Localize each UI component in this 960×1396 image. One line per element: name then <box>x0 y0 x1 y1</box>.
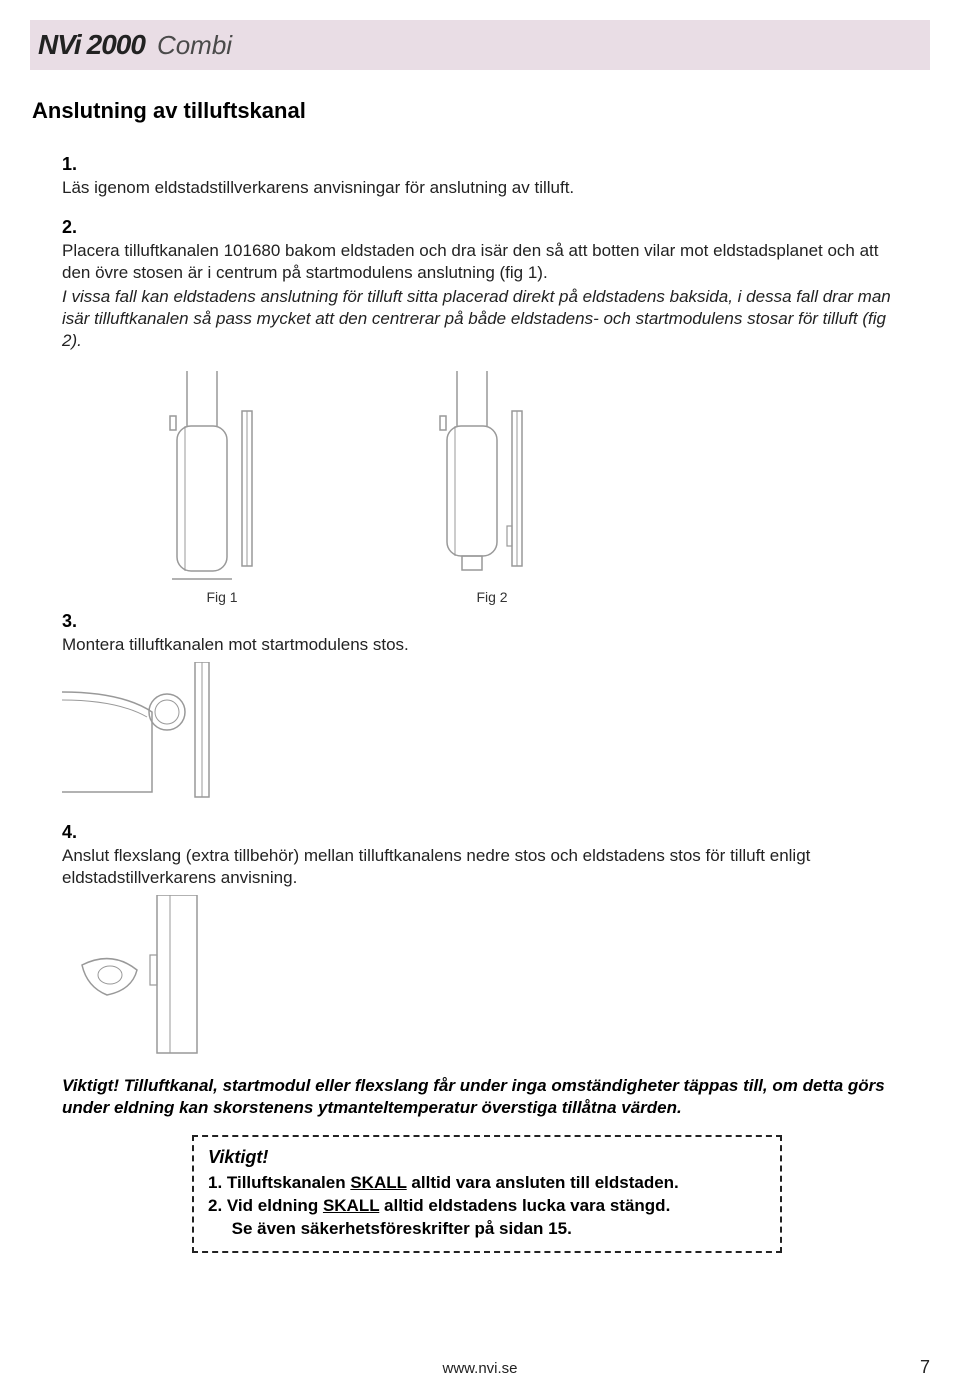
section-3-num: 3. <box>62 611 910 632</box>
box-item-2-post: alltid eldstadens lucka vara stängd. <box>379 1196 670 1215</box>
section-1-num: 1. <box>62 154 910 175</box>
important-box: Viktigt! 1. Tilluftskanalen SKALL alltid… <box>192 1135 782 1253</box>
fig1-svg <box>152 371 292 581</box>
box-item-1-post: alltid vara ansluten till eldstaden. <box>407 1173 679 1192</box>
box-item-1-skall: SKALL <box>350 1173 406 1192</box>
figure-3 <box>62 662 910 802</box>
logo-combi: Combi <box>157 30 232 61</box>
fig4-svg <box>62 895 232 1055</box>
logo: NVi 2000 Combi <box>38 29 232 61</box>
content-area: 1. Läs igenom eldstadstillverkarens anvi… <box>30 154 930 1253</box>
figure-4 <box>62 895 910 1055</box>
fig2-caption: Fig 2 <box>422 589 562 605</box>
box-item-2: 2. Vid eldning SKALL alltid eldstadens l… <box>208 1195 766 1218</box>
fig2-svg <box>422 371 562 581</box>
important-warning: Viktigt! Tilluftkanal, startmodul eller … <box>62 1075 910 1119</box>
fig3-svg <box>62 662 232 802</box>
box-item-2-skall: SKALL <box>323 1196 379 1215</box>
figure-2: Fig 2 <box>422 371 562 605</box>
figure-1: Fig 1 <box>152 371 292 605</box>
footer: www.nvi.se <box>0 1360 960 1378</box>
box-item-1-pre: 1. Tilluftskanalen <box>208 1173 350 1192</box>
section-3-text: Montera tilluftkanalen mot startmodulens… <box>62 634 910 656</box>
figures-row: Fig 1 Fig 2 <box>152 371 910 605</box>
page-number: 7 <box>920 1357 930 1378</box>
box-item-3: Se även säkerhetsföreskrifter på sidan 1… <box>208 1218 766 1241</box>
section-1-text: Läs igenom eldstadstillverkarens anvisni… <box>62 177 910 199</box>
fig1-caption: Fig 1 <box>152 589 292 605</box>
header-bar: NVi 2000 Combi <box>30 20 930 70</box>
box-title: Viktigt! <box>208 1147 766 1168</box>
box-item-1: 1. Tilluftskanalen SKALL alltid vara ans… <box>208 1172 766 1195</box>
section-2-text: Placera tilluftkanalen 101680 bakom elds… <box>62 240 910 284</box>
section-4-num: 4. <box>62 822 910 843</box>
logo-year: 2000 <box>87 29 145 61</box>
section-4-text: Anslut flexslang (extra tillbehör) mella… <box>62 845 910 889</box>
section-2-italic: I vissa fall kan eldstadens anslutning f… <box>62 286 910 352</box>
box-item-2-pre: 2. Vid eldning <box>208 1196 323 1215</box>
section-2-num: 2. <box>62 217 910 238</box>
footer-url: www.nvi.se <box>442 1360 517 1377</box>
logo-nvi: NVi <box>38 29 81 61</box>
page-title: Anslutning av tilluftskanal <box>32 98 930 124</box>
